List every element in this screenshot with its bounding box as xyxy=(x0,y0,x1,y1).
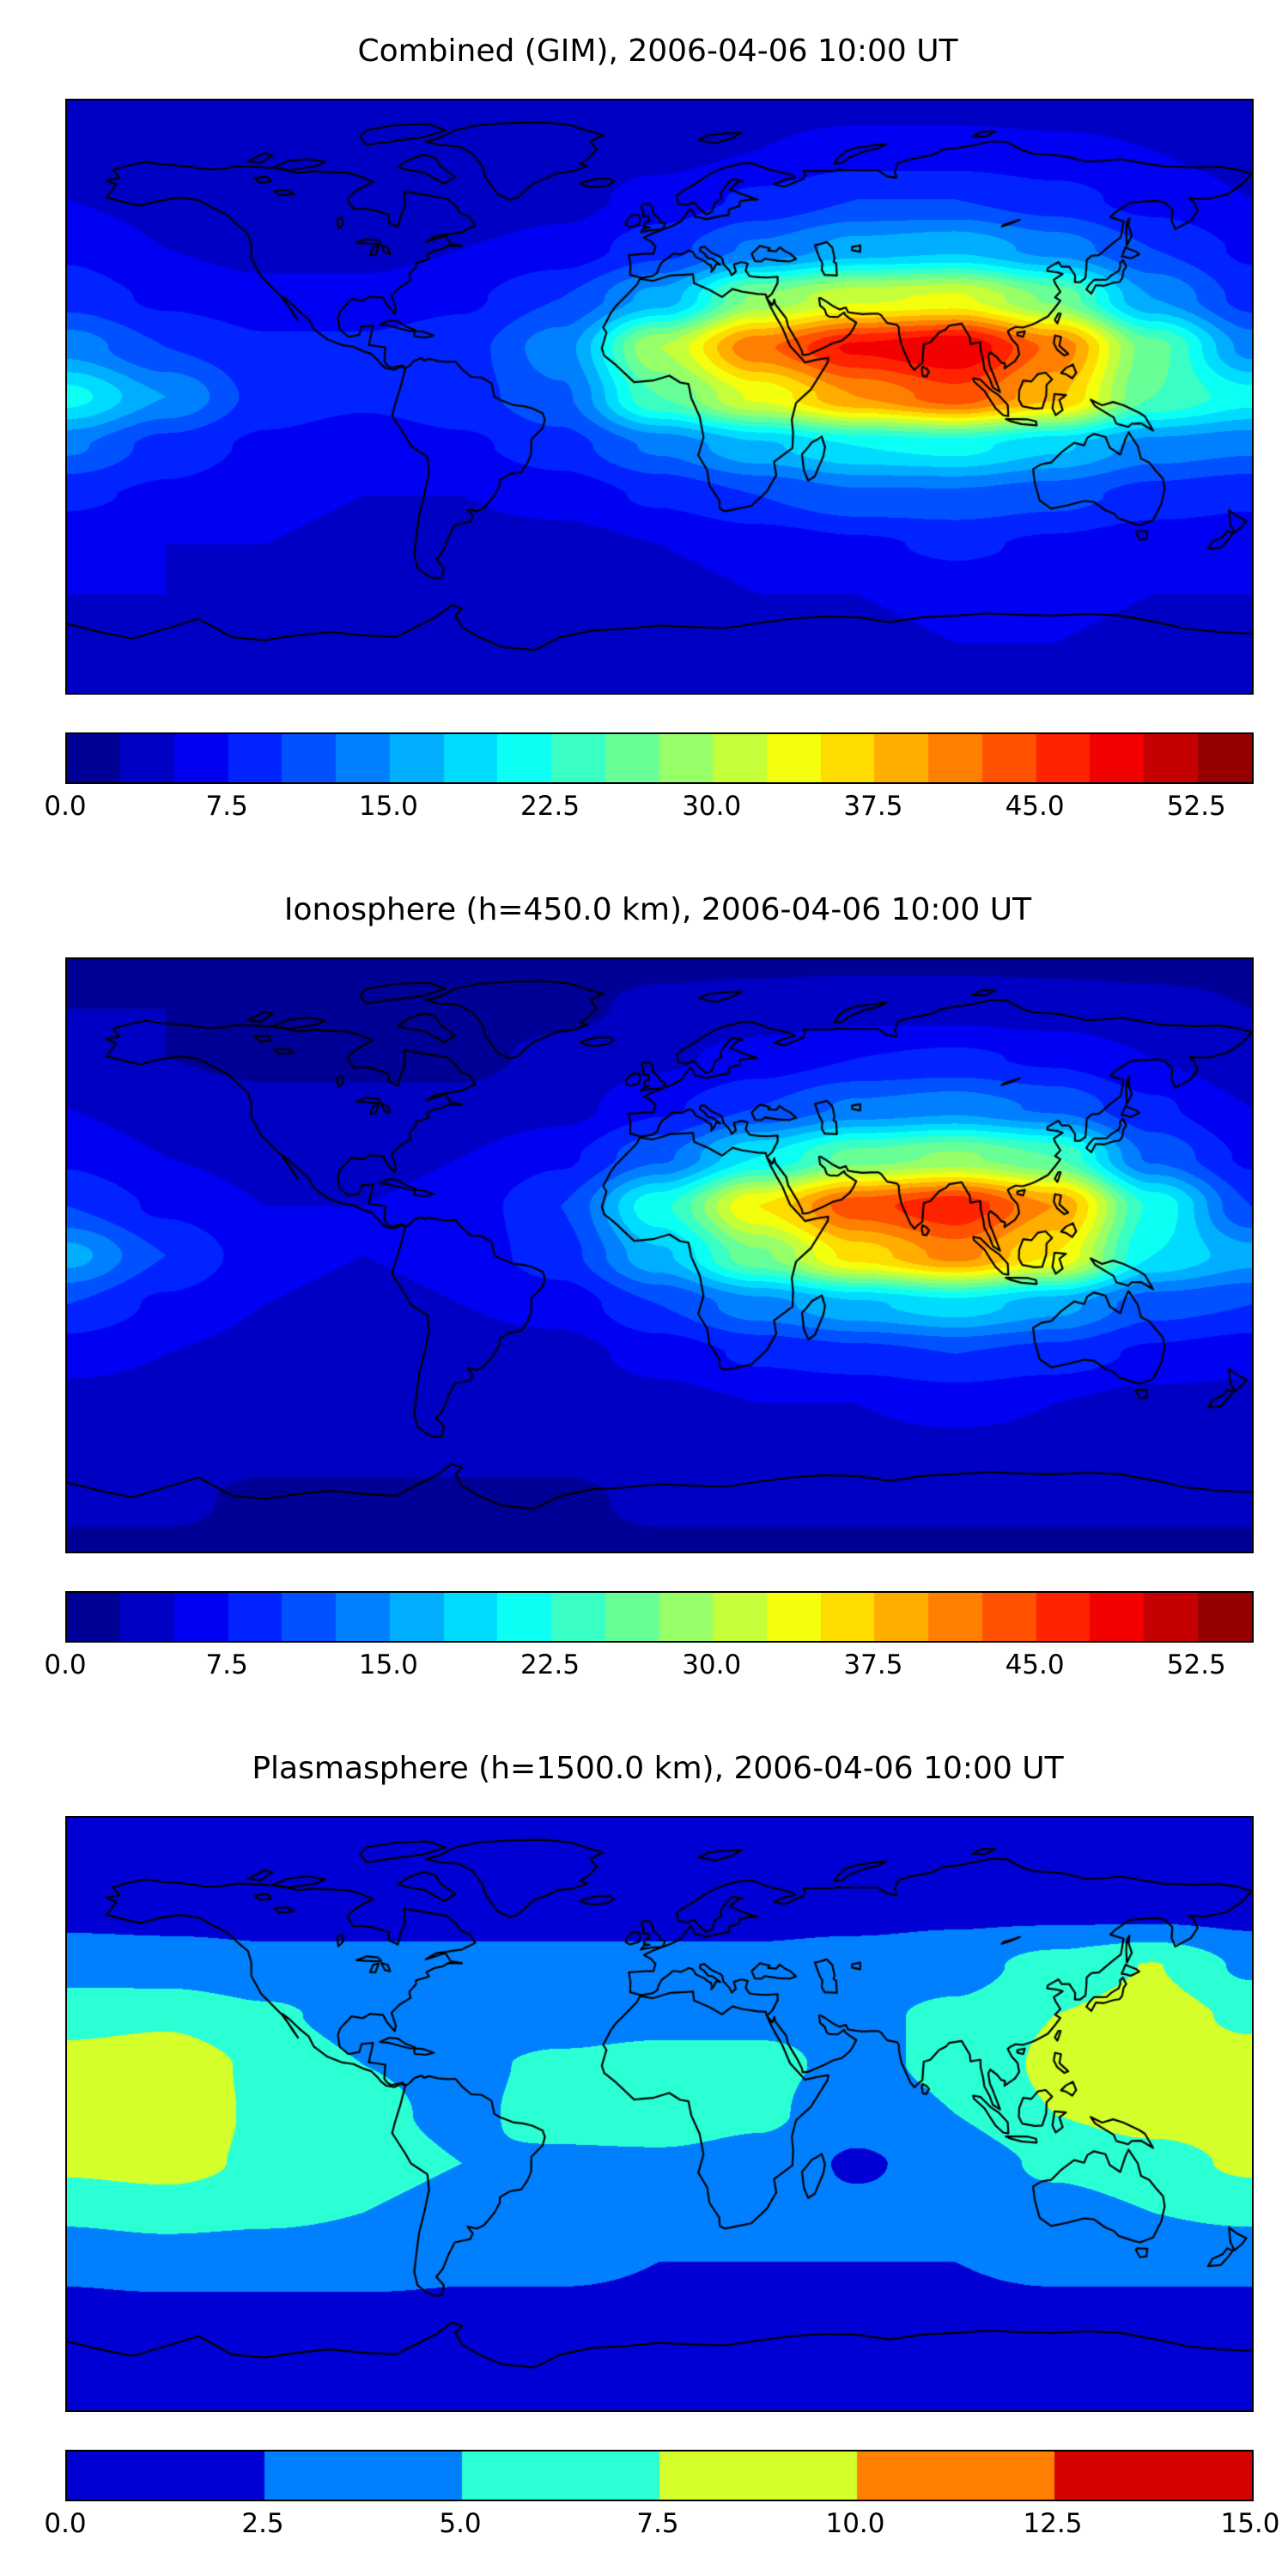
colorbar-canvas-combined xyxy=(67,734,1252,783)
panel-combined-gim: Combined (GIM), 2006-04-06 10:00 UT 0.0 7… xyxy=(0,0,1288,859)
colorbar-tick-label: 30.0 xyxy=(682,791,742,823)
map-canvas-combined xyxy=(67,100,1252,694)
colorbar-tick-label: 0.0 xyxy=(44,791,87,823)
colorbar-tick-labels: 0.0 7.5 15.0 22.5 30.0 37.5 45.0 52.5 xyxy=(44,791,1250,830)
colorbar-tick-label: 37.5 xyxy=(843,791,903,823)
colorbar-tick-label: 45.0 xyxy=(1005,791,1065,823)
colorbar-tick-label: 0.0 xyxy=(44,1649,87,1681)
panel-ionosphere: Ionosphere (h=450.0 km), 2006-04-06 10:0… xyxy=(0,859,1288,1717)
panel-title: Ionosphere (h=450.0 km), 2006-04-06 10:0… xyxy=(283,892,1032,927)
colorbar-tick-label: 15.0 xyxy=(1220,2508,1280,2540)
world-map-ionosphere xyxy=(65,957,1254,1554)
colorbar-tick-label: 7.5 xyxy=(205,791,248,823)
colorbar-combined xyxy=(65,732,1254,785)
colorbar-tick-label: 37.5 xyxy=(843,1649,903,1681)
colorbar-tick-label: 2.5 xyxy=(241,2508,284,2540)
colorbar-tick-labels: 0.0 2.5 5.0 7.5 10.0 12.5 15.0 xyxy=(44,2508,1279,2548)
colorbar-canvas-ionosphere xyxy=(67,1593,1252,1642)
colorbar-tick-labels: 0.0 7.5 15.0 22.5 30.0 37.5 45.0 52.5 xyxy=(44,1649,1250,1689)
colorbar-tick-label: 22.5 xyxy=(520,791,580,823)
colorbar-tick-label: 12.5 xyxy=(1023,2508,1083,2540)
colorbar-tick-label: 7.5 xyxy=(205,1649,248,1681)
colorbar-tick-label: 10.0 xyxy=(825,2508,885,2540)
colorbar-tick-label: 15.0 xyxy=(358,1649,418,1681)
map-canvas-ionosphere xyxy=(67,959,1252,1552)
colorbar-tick-label: 5.0 xyxy=(439,2508,482,2540)
map-canvas-plasmasphere xyxy=(67,1818,1252,2411)
colorbar-tick-label: 30.0 xyxy=(682,1649,742,1681)
panel-title: Plasmasphere (h=1500.0 km), 2006-04-06 1… xyxy=(252,1751,1064,1786)
colorbar-tick-label: 7.5 xyxy=(636,2508,679,2540)
colorbar-tick-label: 52.5 xyxy=(1166,1649,1226,1681)
colorbar-ionosphere xyxy=(65,1591,1254,1643)
colorbar-plasmasphere xyxy=(65,2450,1254,2502)
colorbar-tick-label: 15.0 xyxy=(358,791,418,823)
colorbar-canvas-plasmasphere xyxy=(67,2451,1252,2500)
world-map-combined xyxy=(65,99,1254,696)
colorbar-tick-label: 45.0 xyxy=(1005,1649,1065,1681)
colorbar-tick-label: 0.0 xyxy=(44,2508,87,2540)
world-map-plasmasphere xyxy=(65,1816,1254,2413)
panel-plasmasphere: Plasmasphere (h=1500.0 km), 2006-04-06 1… xyxy=(0,1717,1288,2576)
colorbar-tick-label: 52.5 xyxy=(1166,791,1226,823)
panel-title: Combined (GIM), 2006-04-06 10:00 UT xyxy=(357,33,958,69)
colorbar-tick-label: 22.5 xyxy=(520,1649,580,1681)
